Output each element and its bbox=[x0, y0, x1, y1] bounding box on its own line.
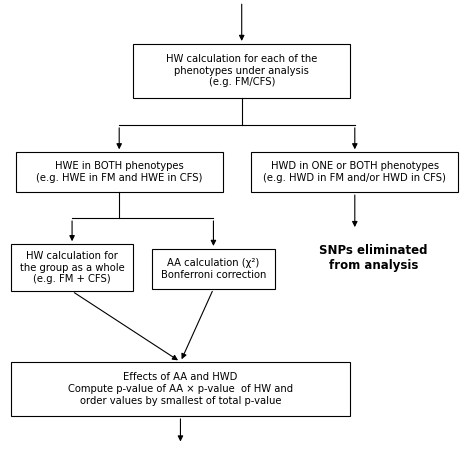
Text: HW calculation for
the group as a whole
(e.g. FM + CFS): HW calculation for the group as a whole … bbox=[20, 251, 125, 284]
FancyBboxPatch shape bbox=[152, 249, 275, 289]
Text: SNPs eliminated
from analysis: SNPs eliminated from analysis bbox=[319, 244, 428, 272]
Text: AA calculation (χ²)
Bonferroni correction: AA calculation (χ²) Bonferroni correctio… bbox=[161, 258, 266, 280]
FancyBboxPatch shape bbox=[11, 362, 350, 416]
Text: Effects of AA and HWD
Compute p-value of AA × p-value  of HW and
order values by: Effects of AA and HWD Compute p-value of… bbox=[68, 373, 293, 406]
Text: HW calculation for each of the
phenotypes under analysis
(e.g. FM/CFS): HW calculation for each of the phenotype… bbox=[166, 55, 318, 88]
FancyBboxPatch shape bbox=[251, 152, 458, 192]
FancyBboxPatch shape bbox=[16, 152, 223, 192]
FancyBboxPatch shape bbox=[11, 244, 133, 291]
Text: HWE in BOTH phenotypes
(e.g. HWE in FM and HWE in CFS): HWE in BOTH phenotypes (e.g. HWE in FM a… bbox=[36, 162, 202, 183]
FancyBboxPatch shape bbox=[133, 44, 350, 98]
Text: HWD in ONE or BOTH phenotypes
(e.g. HWD in FM and/or HWD in CFS): HWD in ONE or BOTH phenotypes (e.g. HWD … bbox=[264, 162, 446, 183]
